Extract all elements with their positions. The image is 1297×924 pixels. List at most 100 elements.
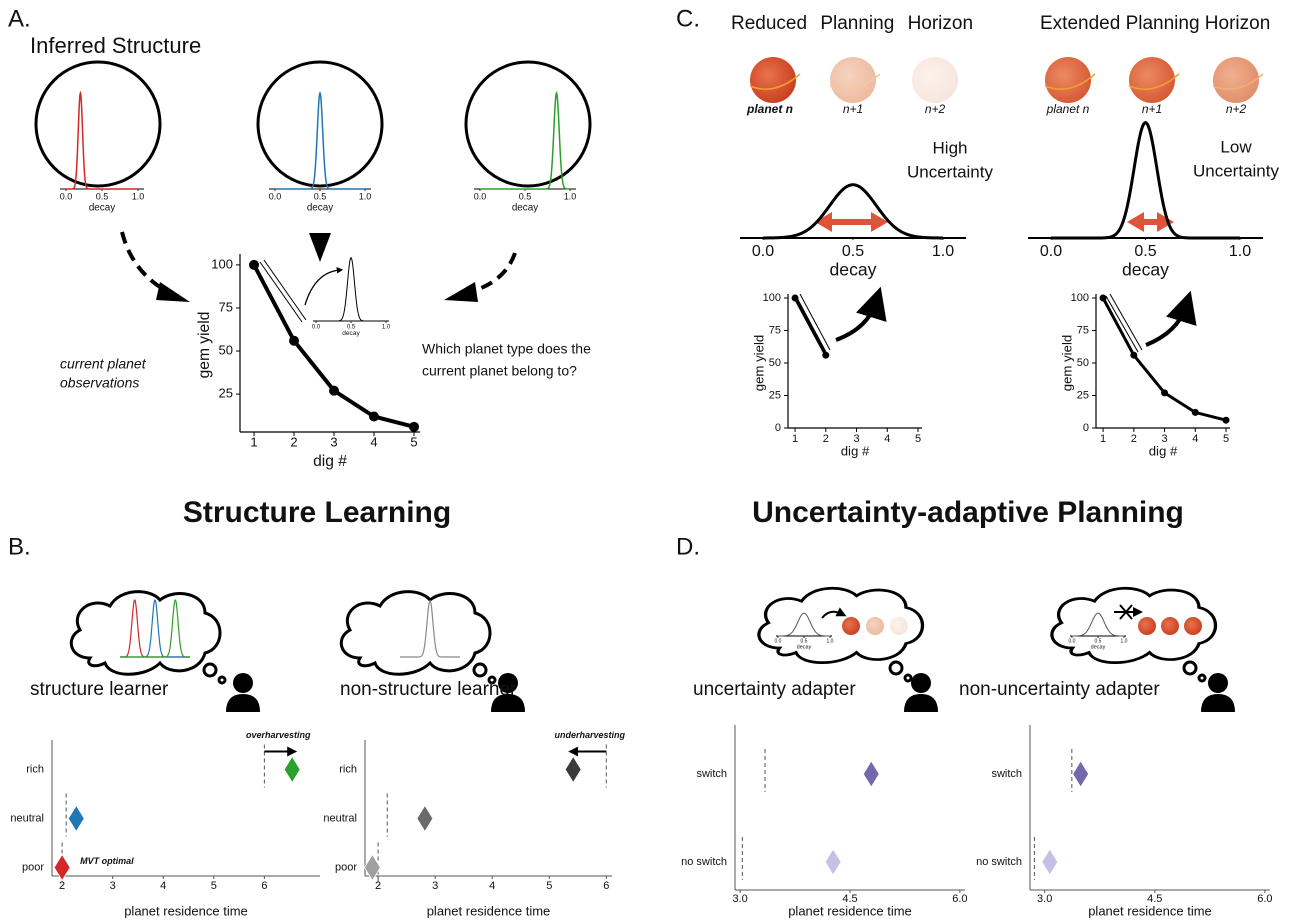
x-tick-label: 2 bbox=[290, 434, 297, 449]
arrow-head bbox=[156, 282, 190, 302]
learner-label: non-structure learner bbox=[340, 679, 517, 700]
panel-label: C. bbox=[676, 5, 700, 32]
curved-arrow bbox=[836, 302, 876, 340]
section-title: Structure Learning bbox=[183, 496, 451, 529]
x-tick-label: 0.0 bbox=[312, 325, 321, 331]
y-tick-label: rich bbox=[26, 763, 44, 775]
x-tick-label: 1.0 bbox=[359, 191, 372, 201]
x-tick-label: 0.0 bbox=[752, 243, 774, 260]
x-tick-label: 5 bbox=[546, 880, 552, 892]
planet-label: planet n bbox=[746, 102, 793, 116]
x-axis-label: planet residence time bbox=[788, 903, 912, 918]
x-tick-label: 1.0 bbox=[827, 638, 834, 644]
x-axis-label: decay bbox=[1091, 644, 1106, 650]
planet-label: n+2 bbox=[1226, 102, 1247, 116]
x-tick-label: 1 bbox=[250, 434, 257, 449]
curved-arrow bbox=[1146, 306, 1186, 345]
planet bbox=[830, 57, 876, 103]
diamond bbox=[1073, 761, 1089, 787]
x-tick-label: 4 bbox=[884, 433, 890, 445]
arrow-head bbox=[309, 233, 331, 262]
y-tick-label: 75 bbox=[1077, 324, 1089, 336]
x-tick-label: 3.0 bbox=[1037, 893, 1052, 905]
diamond bbox=[54, 855, 70, 881]
x-axis-label: dig # bbox=[841, 443, 870, 458]
planet bbox=[1045, 57, 1091, 103]
x-tick-label: 1 bbox=[792, 433, 798, 445]
x-tick-label: 5 bbox=[410, 434, 417, 449]
x-axis-label: decay bbox=[512, 203, 538, 214]
panel-label: A. bbox=[8, 5, 31, 32]
annotation: Uncertainty bbox=[1193, 161, 1279, 180]
annotation: Uncertainty bbox=[907, 162, 993, 181]
y-tick-label: 50 bbox=[219, 342, 233, 357]
diamond bbox=[417, 806, 433, 832]
x-tick-label: 0.0 bbox=[1040, 243, 1062, 260]
point bbox=[1130, 352, 1137, 359]
annotation: Low bbox=[1220, 137, 1252, 156]
x-tick-label: 0.5 bbox=[801, 638, 808, 644]
x-tick-label: 5 bbox=[915, 433, 921, 445]
y-tick-label: poor bbox=[22, 861, 44, 873]
x-tick-label: 0.0 bbox=[269, 191, 282, 201]
y-tick-label: 50 bbox=[1077, 357, 1089, 369]
y-tick-label: no switch bbox=[976, 856, 1022, 868]
panel-label: D. bbox=[676, 533, 700, 560]
planet-label: n+2 bbox=[925, 102, 946, 116]
y-tick-label: neutral bbox=[323, 812, 357, 824]
y-tick-label: neutral bbox=[10, 812, 44, 824]
x-tick-label: 0.5 bbox=[842, 243, 864, 260]
thought-cloud bbox=[341, 592, 490, 675]
x-tick-label: 1.0 bbox=[564, 191, 577, 201]
x-axis-label: decay bbox=[1122, 260, 1169, 280]
planet bbox=[750, 57, 796, 103]
y-axis-label: gem yield bbox=[1059, 335, 1074, 391]
y-tick-label: rich bbox=[339, 763, 357, 775]
density-curve bbox=[66, 93, 138, 189]
section-title: Uncertainty-adaptive Planning bbox=[752, 496, 1184, 529]
x-tick-label: 6.0 bbox=[1257, 893, 1272, 905]
y-tick-label: no switch bbox=[681, 856, 727, 868]
circle-frame bbox=[258, 62, 382, 186]
curved-arrow bbox=[305, 270, 340, 305]
planet bbox=[1129, 57, 1175, 103]
x-tick-label: 0.5 bbox=[1095, 638, 1102, 644]
figure: A. Inferred Structure C. B. D. Structure… bbox=[0, 0, 1297, 924]
dashed-arrow bbox=[470, 253, 515, 292]
bracket bbox=[264, 260, 306, 320]
learner-label: structure learner bbox=[30, 679, 169, 700]
diamond bbox=[825, 849, 841, 875]
x-tick-label: 0.5 bbox=[1134, 243, 1156, 260]
x-tick-label: 4 bbox=[489, 880, 495, 892]
x-tick-label: 0.0 bbox=[60, 191, 73, 201]
x-axis-label: decay bbox=[89, 203, 115, 214]
note: Which planet type does the bbox=[422, 341, 591, 357]
x-tick-label: 1.0 bbox=[1229, 243, 1251, 260]
note: current planet belong to? bbox=[422, 363, 577, 379]
density-curve bbox=[763, 185, 943, 238]
y-tick-label: 0 bbox=[775, 422, 781, 434]
bracket bbox=[1106, 296, 1138, 352]
x-tick-label: 0.5 bbox=[314, 191, 327, 201]
x-tick-label: 0.5 bbox=[96, 191, 109, 201]
diamond bbox=[863, 761, 879, 787]
y-tick-label: 25 bbox=[219, 386, 233, 401]
note: current planet bbox=[60, 356, 147, 372]
thought-cloud bbox=[71, 592, 220, 675]
annotation: overharvesting bbox=[246, 730, 311, 740]
point bbox=[822, 352, 829, 359]
bracket bbox=[796, 296, 826, 352]
x-tick-label: 0.0 bbox=[775, 638, 782, 644]
y-tick-label: 100 bbox=[763, 292, 781, 304]
x-tick-label: 0.0 bbox=[1069, 638, 1076, 644]
planet-label: planet n bbox=[1046, 102, 1090, 116]
heading: Extended Planning Horizon bbox=[1040, 13, 1270, 34]
point bbox=[1161, 389, 1168, 396]
planet bbox=[912, 57, 958, 103]
y-tick-label: 100 bbox=[1071, 292, 1089, 304]
x-tick-label: 5 bbox=[1223, 433, 1229, 445]
annotation: MVT optimal bbox=[80, 856, 134, 866]
x-tick-label: 1 bbox=[1100, 433, 1106, 445]
x-axis-label: decay bbox=[307, 203, 333, 214]
x-axis-label: planet residence time bbox=[124, 903, 248, 918]
